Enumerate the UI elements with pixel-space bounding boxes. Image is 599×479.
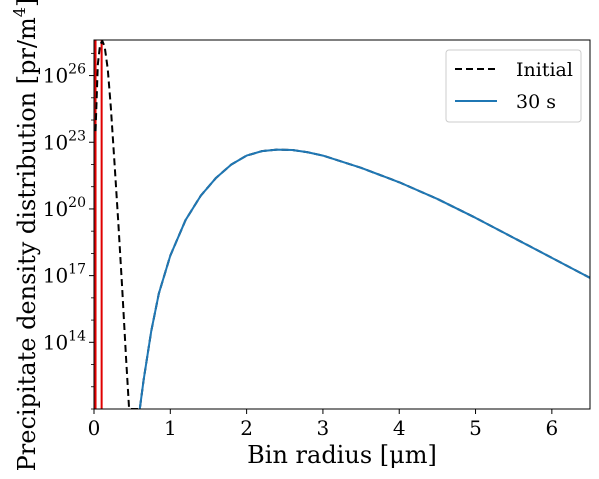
legend: Initial 30 s <box>445 49 582 123</box>
plot-frame <box>93 39 591 410</box>
legend-label-initial: Initial <box>516 59 573 81</box>
y-tick-label: 1026 <box>43 62 86 88</box>
y-tick-label: 1023 <box>43 128 86 154</box>
y-tick-label: 1017 <box>43 262 86 288</box>
plot-area <box>94 40 590 409</box>
x-tick-label: 4 <box>393 416 406 440</box>
y-tick-label: 1020 <box>43 195 86 221</box>
legend-label-30s: 30 s <box>516 91 556 113</box>
x-tick-label: 2 <box>240 416 253 440</box>
series-line-1 <box>138 148 590 409</box>
x-axis-label: Bin radius [μm] <box>247 441 437 469</box>
x-tick-label: 1 <box>164 416 177 440</box>
x-tick-label: 6 <box>545 416 558 440</box>
y-tick-label: 1014 <box>43 328 86 354</box>
x-tick-label: 3 <box>317 416 330 440</box>
y-axis-label: Precipitate density distribution [pr/m4] <box>10 0 41 471</box>
x-axis: 0 1 2 3 4 5 6 <box>88 409 558 440</box>
x-tick-label: 0 <box>88 416 101 440</box>
y-axis: 1014 1017 1020 1023 1026 <box>43 52 94 410</box>
x-tick-label: 5 <box>469 416 482 440</box>
